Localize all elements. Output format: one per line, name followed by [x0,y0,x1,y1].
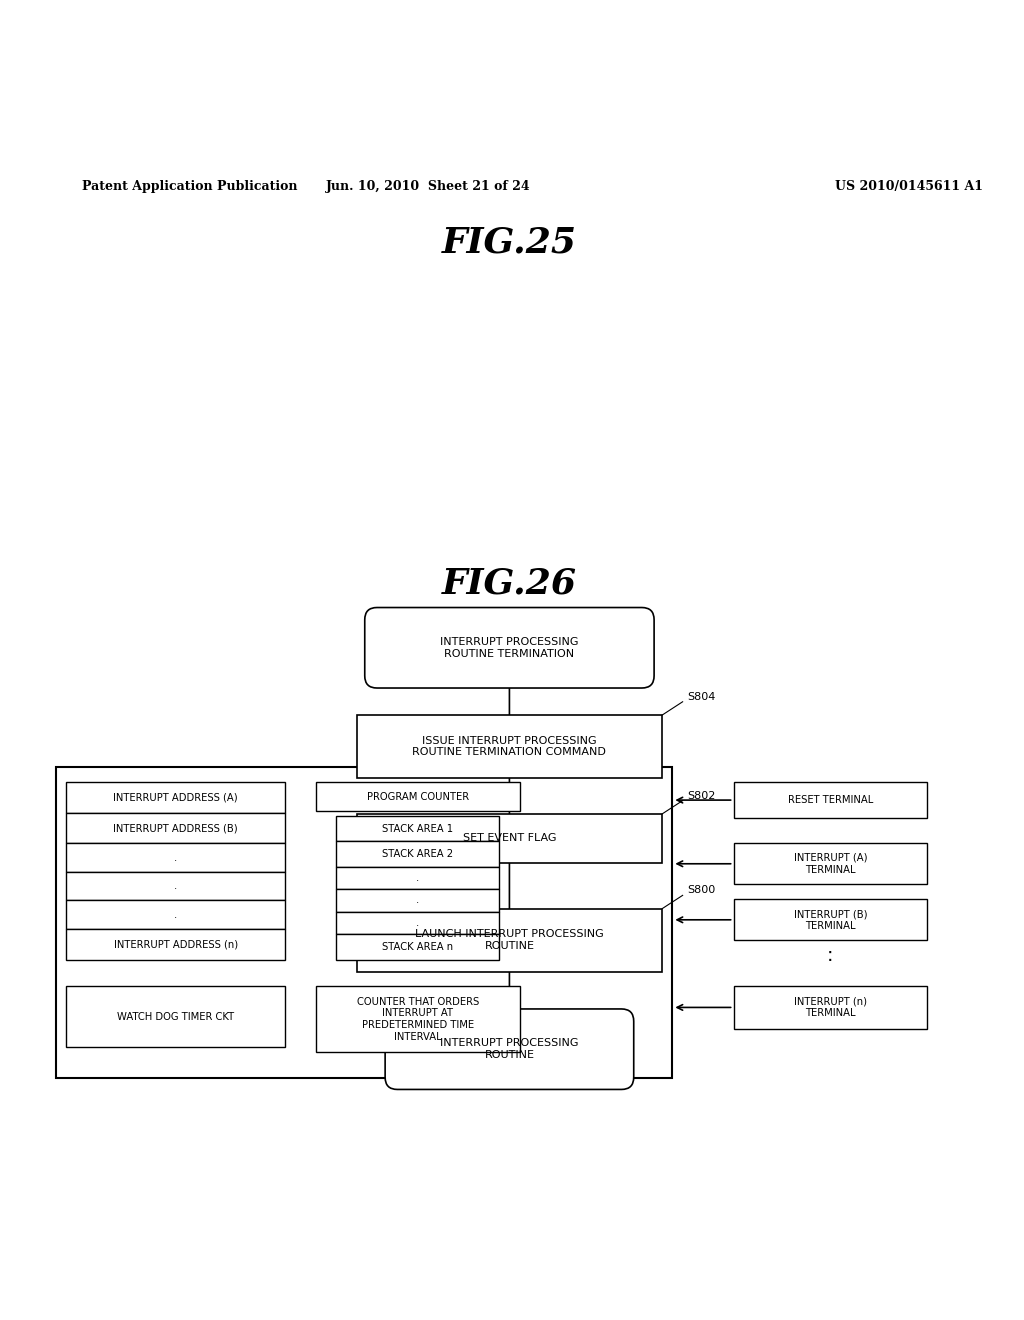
Text: COUNTER THAT ORDERS
INTERRUPT AT
PREDETERMINED TIME
INTERVAL: COUNTER THAT ORDERS INTERRUPT AT PREDETE… [356,997,479,1041]
Bar [315,986,519,1052]
Text: FIG.26: FIG.26 [442,566,577,601]
Bar [336,890,500,912]
Text: .: . [416,873,420,883]
Bar [336,935,500,960]
Bar [67,986,286,1047]
Text: .: . [416,917,420,928]
Text: ISSUE INTERRUPT PROCESSING
ROUTINE TERMINATION COMMAND: ISSUE INTERRUPT PROCESSING ROUTINE TERMI… [413,735,606,758]
Text: INTERRUPT ADDRESS (n): INTERRUPT ADDRESS (n) [114,940,238,949]
Bar [336,841,500,867]
Bar [336,867,500,890]
Text: PROGRAM COUNTER: PROGRAM COUNTER [367,792,469,801]
Bar [356,715,663,779]
Text: INTERRUPT (A)
TERMINAL: INTERRUPT (A) TERMINAL [794,853,867,875]
Bar [67,900,286,929]
Text: WATCH DOG TIMER CKT: WATCH DOG TIMER CKT [117,1011,234,1022]
FancyBboxPatch shape [365,607,654,688]
FancyBboxPatch shape [385,1008,634,1089]
Text: .: . [174,909,177,920]
Text: STACK AREA n: STACK AREA n [382,941,454,952]
Text: .: . [174,853,177,863]
Bar [315,783,519,810]
Text: INTERRUPT PROCESSING
ROUTINE: INTERRUPT PROCESSING ROUTINE [440,1039,579,1060]
Bar [733,986,927,1028]
Text: INTERRUPT (B)
TERMINAL: INTERRUPT (B) TERMINAL [794,909,867,931]
Bar [67,873,286,900]
Bar [336,816,500,841]
Text: INTERRUPT (n)
TERMINAL: INTERRUPT (n) TERMINAL [794,997,867,1018]
Text: :: : [827,946,834,965]
Text: S804: S804 [688,692,716,702]
Bar [67,813,286,843]
Bar [67,843,286,873]
Text: .: . [416,895,420,906]
Text: INTERRUPT ADDRESS (A): INTERRUPT ADDRESS (A) [114,792,238,803]
Text: SET EVENT FLAG: SET EVENT FLAG [463,833,556,843]
Text: US 2010/0145611 A1: US 2010/0145611 A1 [836,180,983,193]
Bar [67,929,286,960]
Text: STACK AREA 2: STACK AREA 2 [382,849,454,859]
Bar [733,843,927,884]
Bar [356,814,663,863]
Text: LAUNCH INTERRUPT PROCESSING
ROUTINE: LAUNCH INTERRUPT PROCESSING ROUTINE [415,929,604,950]
Text: FIG.25: FIG.25 [442,226,577,259]
Text: RESET TERMINAL: RESET TERMINAL [787,795,873,805]
Text: INTERRUPT PROCESSING
ROUTINE TERMINATION: INTERRUPT PROCESSING ROUTINE TERMINATION [440,638,579,659]
Bar [733,899,927,940]
Text: Patent Application Publication: Patent Application Publication [82,180,297,193]
Bar [733,783,927,818]
Text: INTERRUPT ADDRESS (B): INTERRUPT ADDRESS (B) [114,824,238,833]
Bar [336,912,500,935]
Bar [67,783,286,813]
Bar [56,767,673,1077]
Text: Jun. 10, 2010  Sheet 21 of 24: Jun. 10, 2010 Sheet 21 of 24 [326,180,530,193]
Text: S802: S802 [688,791,716,801]
Text: .: . [174,882,177,891]
Bar [356,908,663,972]
Text: STACK AREA 1: STACK AREA 1 [382,824,454,834]
Text: S800: S800 [688,886,716,895]
